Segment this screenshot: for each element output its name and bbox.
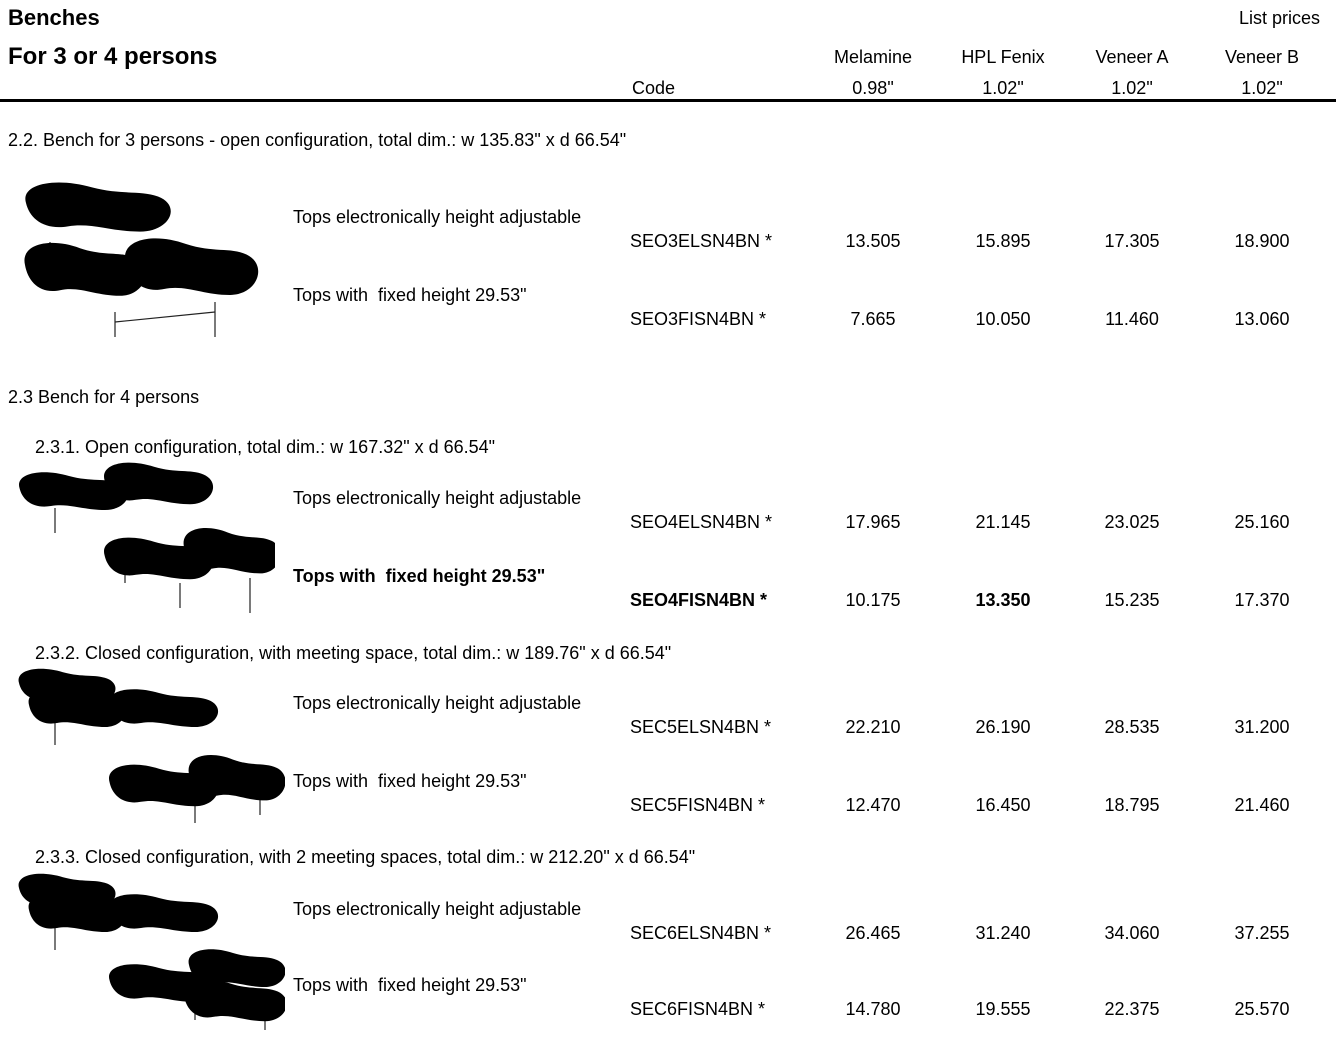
price: 10.050 <box>975 309 1031 329</box>
price: 26.190 <box>975 717 1031 737</box>
list-prices-note: List prices <box>1238 8 1320 28</box>
section-heading: 2.3.1. Open configuration, total dim.: w… <box>35 437 496 457</box>
price: 18.900 <box>1234 231 1290 251</box>
row-label: Tops electronically height adjustable <box>293 488 582 508</box>
price: 15.235 <box>1104 590 1160 610</box>
price: 23.025 <box>1104 512 1160 532</box>
header-rule <box>0 99 1336 102</box>
title: Benches <box>8 5 100 30</box>
price: 16.450 <box>975 795 1031 815</box>
column-name: HPL Fenix <box>961 47 1045 67</box>
price: 10.175 <box>845 590 901 610</box>
code-header: Code <box>632 78 676 98</box>
price: 18.795 <box>1104 795 1160 815</box>
column-thickness: 1.02" <box>1111 78 1153 98</box>
price: 13.350 <box>975 590 1031 610</box>
column-name: Melamine <box>833 47 913 67</box>
product-code: SEO3ELSN4BN * <box>630 231 773 251</box>
price: 31.200 <box>1234 717 1290 737</box>
price: 14.780 <box>845 999 901 1019</box>
row-label: Tops with fixed height 29.53" <box>293 285 527 305</box>
product-code: SEO4FISN4BN * <box>630 590 768 610</box>
price: 34.060 <box>1104 923 1160 943</box>
price: 25.570 <box>1234 999 1290 1019</box>
section-heading: 2.3 Bench for 4 persons <box>8 387 200 407</box>
price: 37.255 <box>1234 923 1290 943</box>
price: 7.665 <box>850 309 896 329</box>
price: 21.145 <box>975 512 1031 532</box>
column-thickness: 0.98" <box>852 78 894 98</box>
bench-image <box>19 462 275 613</box>
price: 17.370 <box>1234 590 1290 610</box>
price: 31.240 <box>975 923 1031 943</box>
column-name: Veneer A <box>1095 47 1169 67</box>
price: 17.305 <box>1104 231 1160 251</box>
bench-image <box>18 668 285 823</box>
price: 19.555 <box>975 999 1031 1019</box>
price: 28.535 <box>1104 717 1160 737</box>
row-label: Tops with fixed height 29.53" <box>293 771 527 791</box>
price: 22.210 <box>845 717 901 737</box>
product-code: SEC5FISN4BN * <box>630 795 766 815</box>
column-name: Veneer B <box>1224 47 1300 67</box>
bench-image <box>24 182 259 337</box>
price: 15.895 <box>975 231 1031 251</box>
column-thickness: 1.02" <box>982 78 1024 98</box>
row-label: Tops electronically height adjustable <box>293 207 582 227</box>
price: 25.160 <box>1234 512 1290 532</box>
bench-image <box>18 873 285 1030</box>
price: 13.505 <box>845 231 901 251</box>
row-label: Tops electronically height adjustable <box>293 899 582 919</box>
section-heading: 2.2. Bench for 3 persons - open configur… <box>8 130 627 150</box>
product-code: SEC5ELSN4BN * <box>630 717 772 737</box>
price: 13.060 <box>1234 309 1290 329</box>
price: 21.460 <box>1234 795 1290 815</box>
row-label: Tops electronically height adjustable <box>293 693 582 713</box>
product-code: SEC6ELSN4BN * <box>630 923 772 943</box>
row-label: Tops with fixed height 29.53" <box>293 975 527 995</box>
price: 17.965 <box>845 512 901 532</box>
price: 12.470 <box>845 795 901 815</box>
product-code: SEO3FISN4BN * <box>630 309 767 329</box>
price: 26.465 <box>845 923 901 943</box>
product-code: SEC6FISN4BN * <box>630 999 766 1019</box>
section-heading: 2.3.2. Closed configuration, with meetin… <box>35 643 672 663</box>
section-heading: 2.3.3. Closed configuration, with 2 meet… <box>35 847 696 867</box>
price: 22.375 <box>1104 999 1160 1019</box>
price: 11.460 <box>1105 309 1159 329</box>
product-code: SEO4ELSN4BN * <box>630 512 773 532</box>
row-label: Tops with fixed height 29.53" <box>293 566 546 586</box>
subtitle: For 3 or 4 persons <box>8 43 218 70</box>
column-thickness: 1.02" <box>1241 78 1283 98</box>
